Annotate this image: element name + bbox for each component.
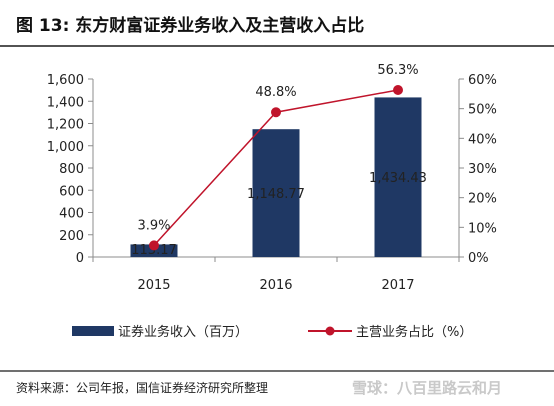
line-value-label: 3.9%: [137, 218, 170, 233]
bar-value-label: 113.17: [131, 243, 177, 258]
y-left-tick-label: 1,200: [47, 118, 84, 133]
y-left-tick-label: 800: [59, 162, 84, 177]
line-value-label: 56.3%: [377, 63, 418, 78]
y-right-tick-label: 0%: [468, 251, 489, 266]
y-left-tick-label: 200: [59, 229, 84, 244]
y-left-tick-label: 0: [76, 251, 84, 266]
line-value-label: 48.8%: [255, 85, 296, 100]
chart-title: 图 13: 东方财富证券业务收入及主营收入占比: [16, 15, 364, 36]
line-point: [271, 107, 281, 118]
bar: [252, 129, 300, 257]
watermark: 雪球：八百里路云和月: [352, 379, 502, 397]
bar-value-label: 1,148.77: [247, 187, 305, 202]
y-right-tick-label: 50%: [468, 103, 497, 118]
y-left-tick-label: 1,000: [47, 140, 84, 155]
legend-bar-swatch: [72, 326, 114, 336]
line-series: 3.9% 48.8% 56.3%: [137, 63, 419, 251]
source-note: 资料来源：公司年报，国信证券经济研究所整理: [16, 380, 268, 395]
y-right-tick-label: 30%: [468, 162, 497, 177]
legend-bar-label: 证券业务收入（百万）: [118, 324, 248, 340]
legend-line-marker: [325, 326, 335, 336]
line-point: [149, 240, 159, 251]
x-tick-label: 2017: [381, 278, 414, 293]
line-point: [393, 84, 403, 95]
y-right-tick-label: 40%: [468, 132, 497, 147]
bar-value-label: 1,434.43: [369, 171, 427, 186]
y-right-tick-label: 60%: [468, 73, 497, 88]
x-tick-label: 2016: [259, 278, 292, 293]
y-right-tick-label: 10%: [468, 221, 497, 236]
bar-series: 113.17 1,148.77 1,434.43: [130, 97, 427, 258]
bar: [374, 97, 422, 257]
y-left-tick-label: 1,600: [47, 73, 84, 88]
y-left-tick-label: 600: [59, 184, 84, 199]
y-left-tick-label: 400: [59, 207, 84, 222]
x-tick-label: 2015: [137, 278, 170, 293]
legend-line-label: 主营业务占比（%）: [356, 324, 472, 340]
bar: [130, 244, 178, 257]
y-right-tick-label: 20%: [468, 192, 497, 207]
y-left-tick-label: 1,400: [47, 95, 84, 110]
